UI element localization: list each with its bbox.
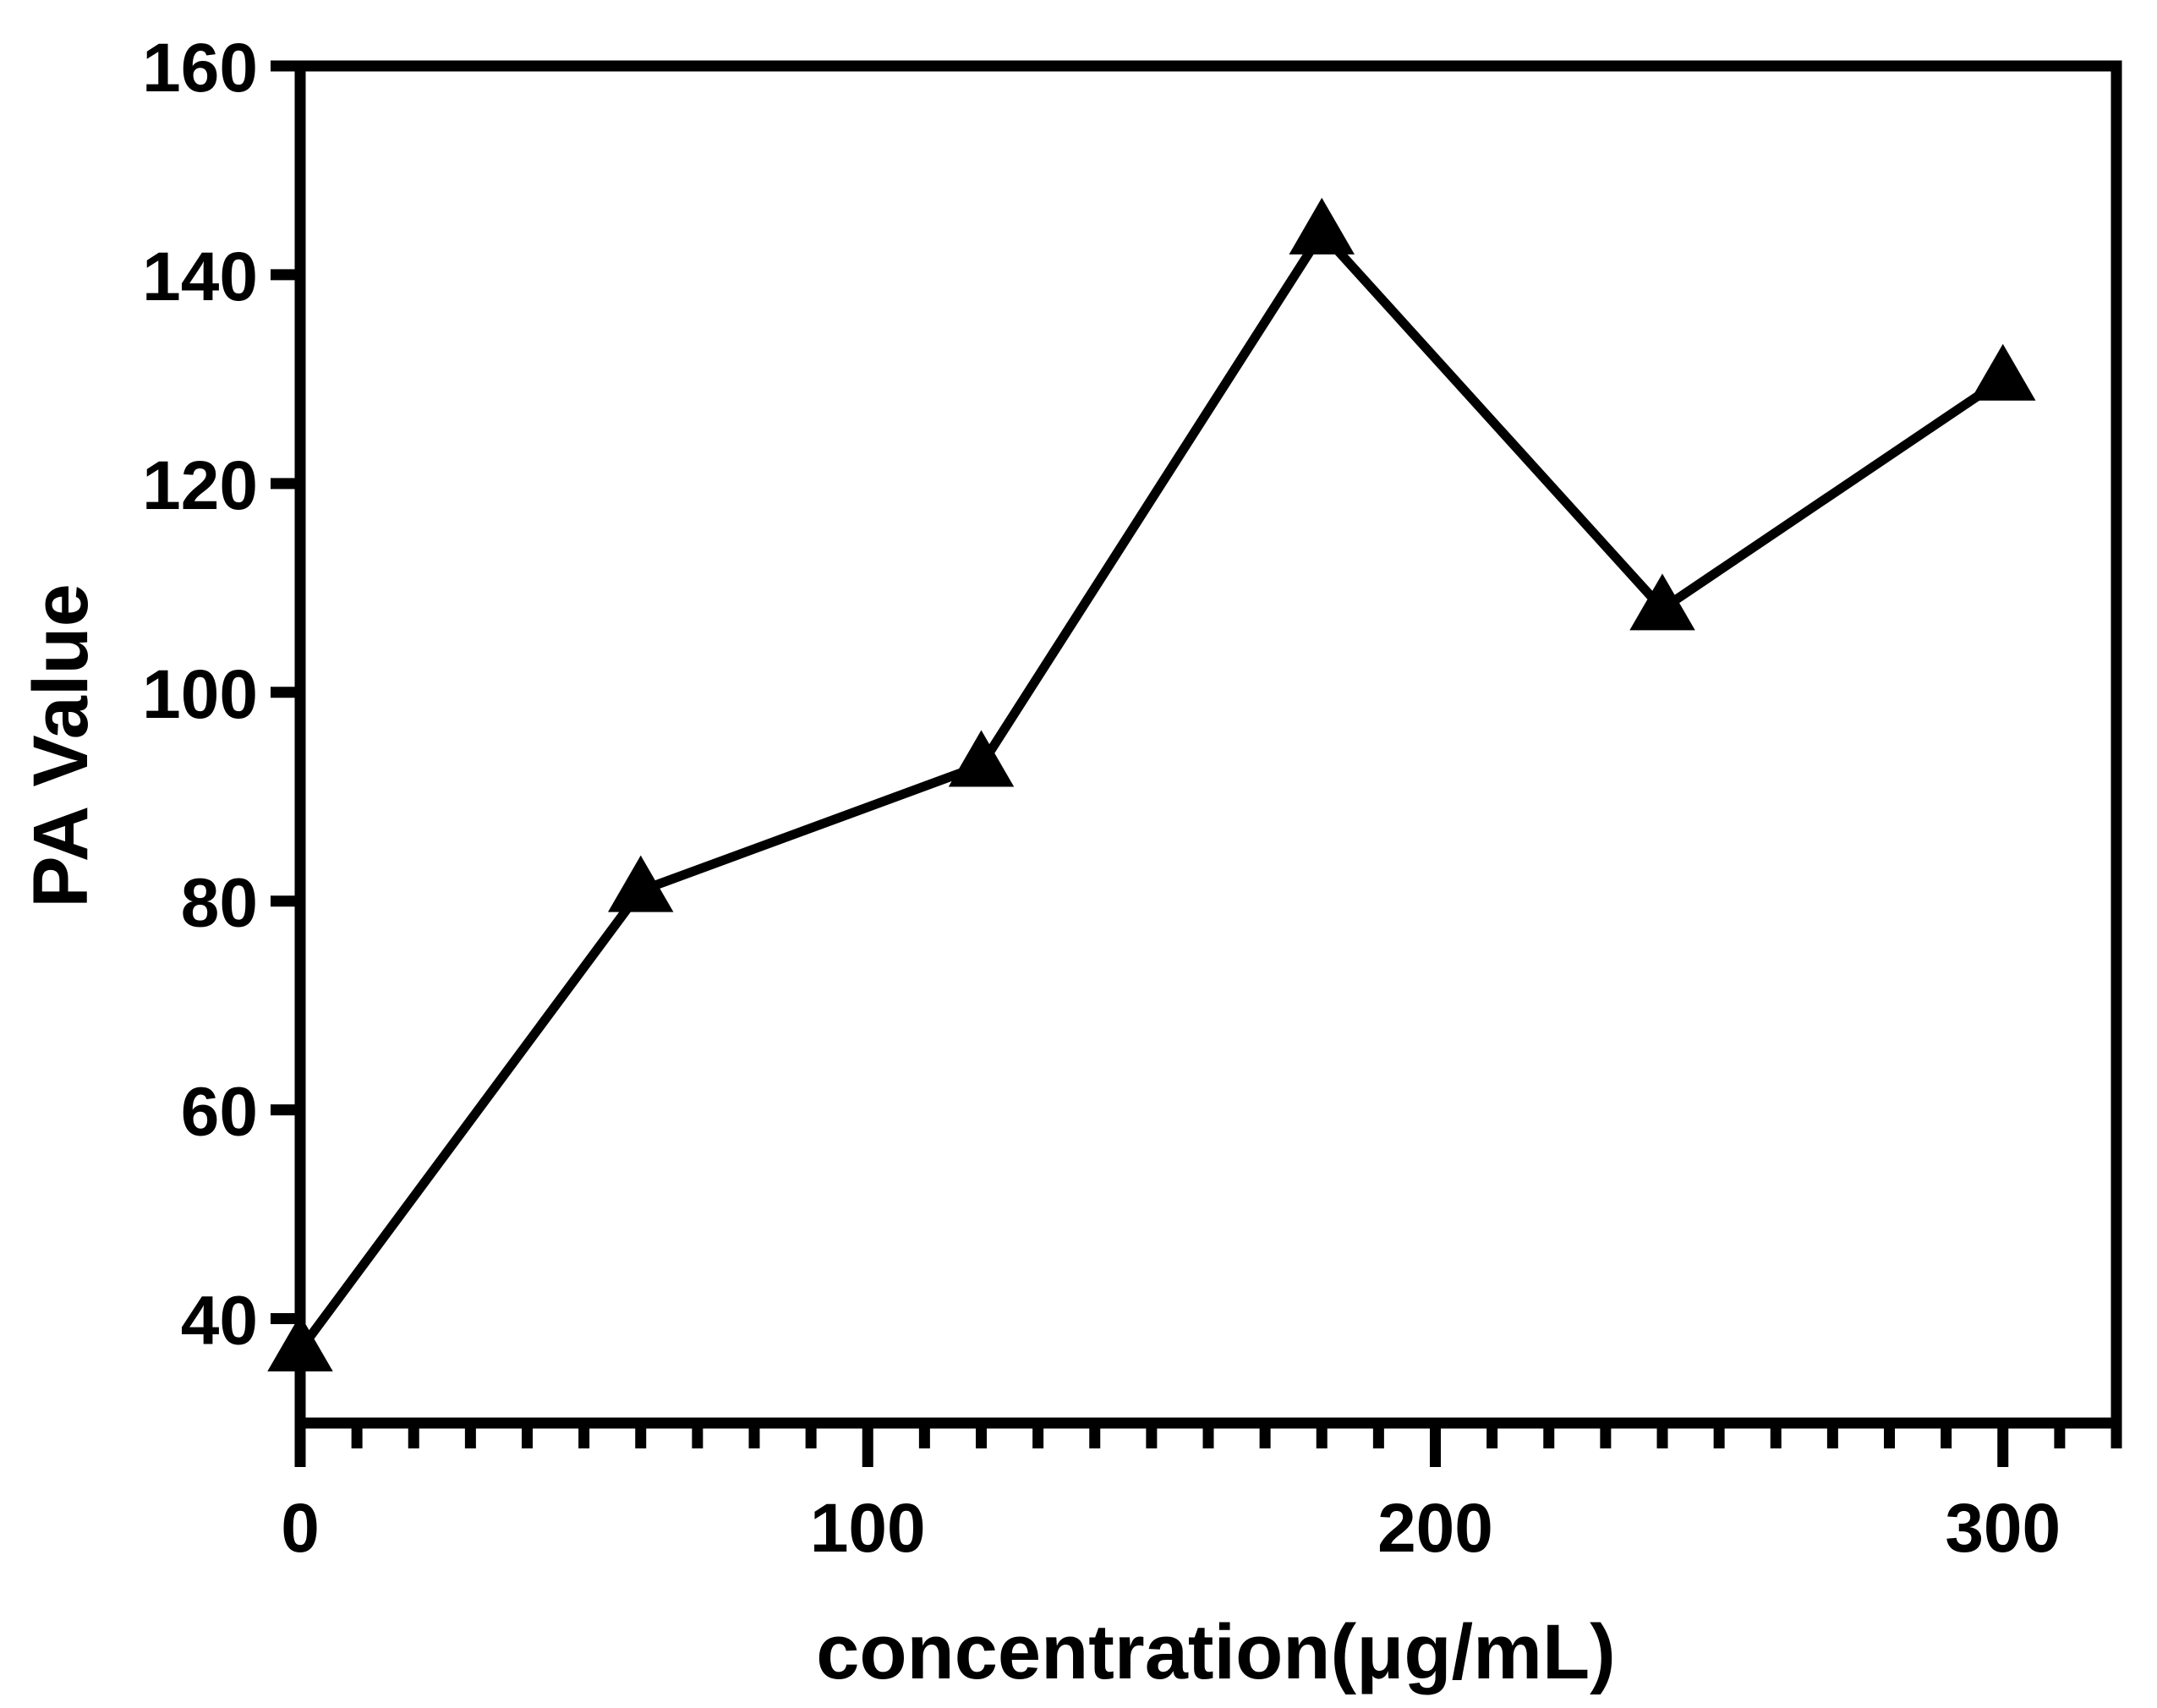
- y-tick-label-160: 160: [142, 30, 258, 107]
- y-tick-label-100: 100: [142, 656, 258, 733]
- y-tick-label-80: 80: [181, 865, 258, 942]
- data-point-0-4: [1629, 573, 1695, 631]
- x-tick-label-100: 100: [810, 1490, 926, 1567]
- series-layer: [267, 197, 2036, 1371]
- x-tick-label-200: 200: [1377, 1490, 1493, 1567]
- data-point-0-3: [1289, 197, 1355, 255]
- x-tick-label-0: 0: [281, 1490, 320, 1567]
- y-tick-label-60: 60: [181, 1074, 258, 1151]
- axes-layer: [294, 60, 2122, 1429]
- data-point-0-1: [608, 855, 674, 912]
- x-axis-label: concentration(μg/mL): [816, 1609, 1616, 1695]
- data-point-0-5: [1970, 343, 2036, 401]
- data-point-0-2: [948, 730, 1015, 787]
- ticks-layer: 40 60 80 100 120 140 160 0 100 200 300: [142, 30, 2122, 1567]
- y-tick-label-120: 120: [142, 447, 258, 524]
- y-axis-label: PA Value: [18, 583, 104, 908]
- data-point-0-0: [267, 1314, 333, 1371]
- plot-frame: [294, 60, 2122, 1429]
- series-line-0: [296, 225, 2006, 1353]
- y-tick-label-140: 140: [142, 238, 258, 315]
- x-tick-label-300: 300: [1945, 1490, 2061, 1567]
- y-tick-label-40: 40: [181, 1283, 258, 1360]
